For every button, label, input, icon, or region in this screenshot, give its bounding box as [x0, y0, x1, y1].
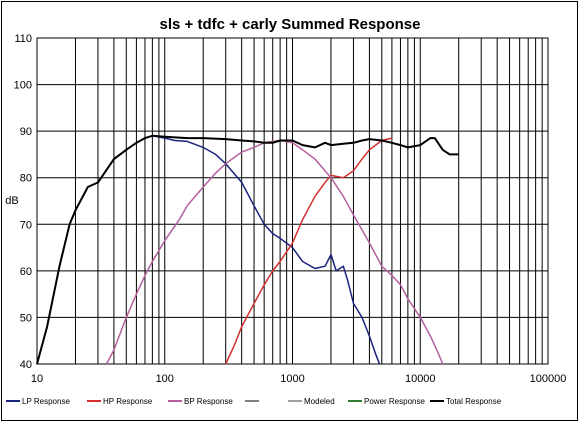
y-tick-label: 110: [14, 33, 32, 45]
plot-area: [36, 37, 549, 365]
legend-label: LP Response: [22, 397, 70, 406]
legend-label: Modeled: [304, 397, 335, 406]
x-tick-label: 1000: [280, 373, 304, 385]
y-axis-label: dB: [5, 195, 18, 207]
y-tick-label: 50: [20, 312, 32, 324]
y-tick-label: 40: [20, 359, 32, 371]
x-tick-label: 100: [156, 373, 174, 385]
legend: LP Response HP Response BP Response Modeled…: [6, 397, 502, 406]
y-tick-label: 90: [20, 126, 32, 138]
series-line-hp-response: [225, 137, 393, 365]
y-tick-label: 70: [20, 219, 32, 231]
series-line-total-response: [36, 134, 459, 365]
y-tick-label: 80: [20, 173, 32, 185]
axis-ticks: 40 50 60 70 80 90 100 110 10 100 1000 10000 100000: [14, 33, 567, 385]
legend-label: HP Response: [103, 397, 153, 406]
y-tick-label: 100: [14, 80, 32, 92]
chart-title: sls + tdfc + carly Summed Response: [160, 16, 421, 33]
series-line-lp-response: [36, 135, 381, 365]
chart-grid: [37, 37, 548, 365]
legend-label: BP Response: [184, 397, 233, 406]
x-tick-label: 100000: [530, 373, 567, 385]
y-tick-label: 60: [20, 266, 32, 278]
legend-label: Total Response: [446, 397, 502, 406]
x-tick-label: 10000: [405, 373, 436, 385]
x-tick-label: 10: [31, 373, 43, 385]
series-lines: [36, 134, 459, 365]
legend-label: Power Response: [364, 397, 425, 406]
